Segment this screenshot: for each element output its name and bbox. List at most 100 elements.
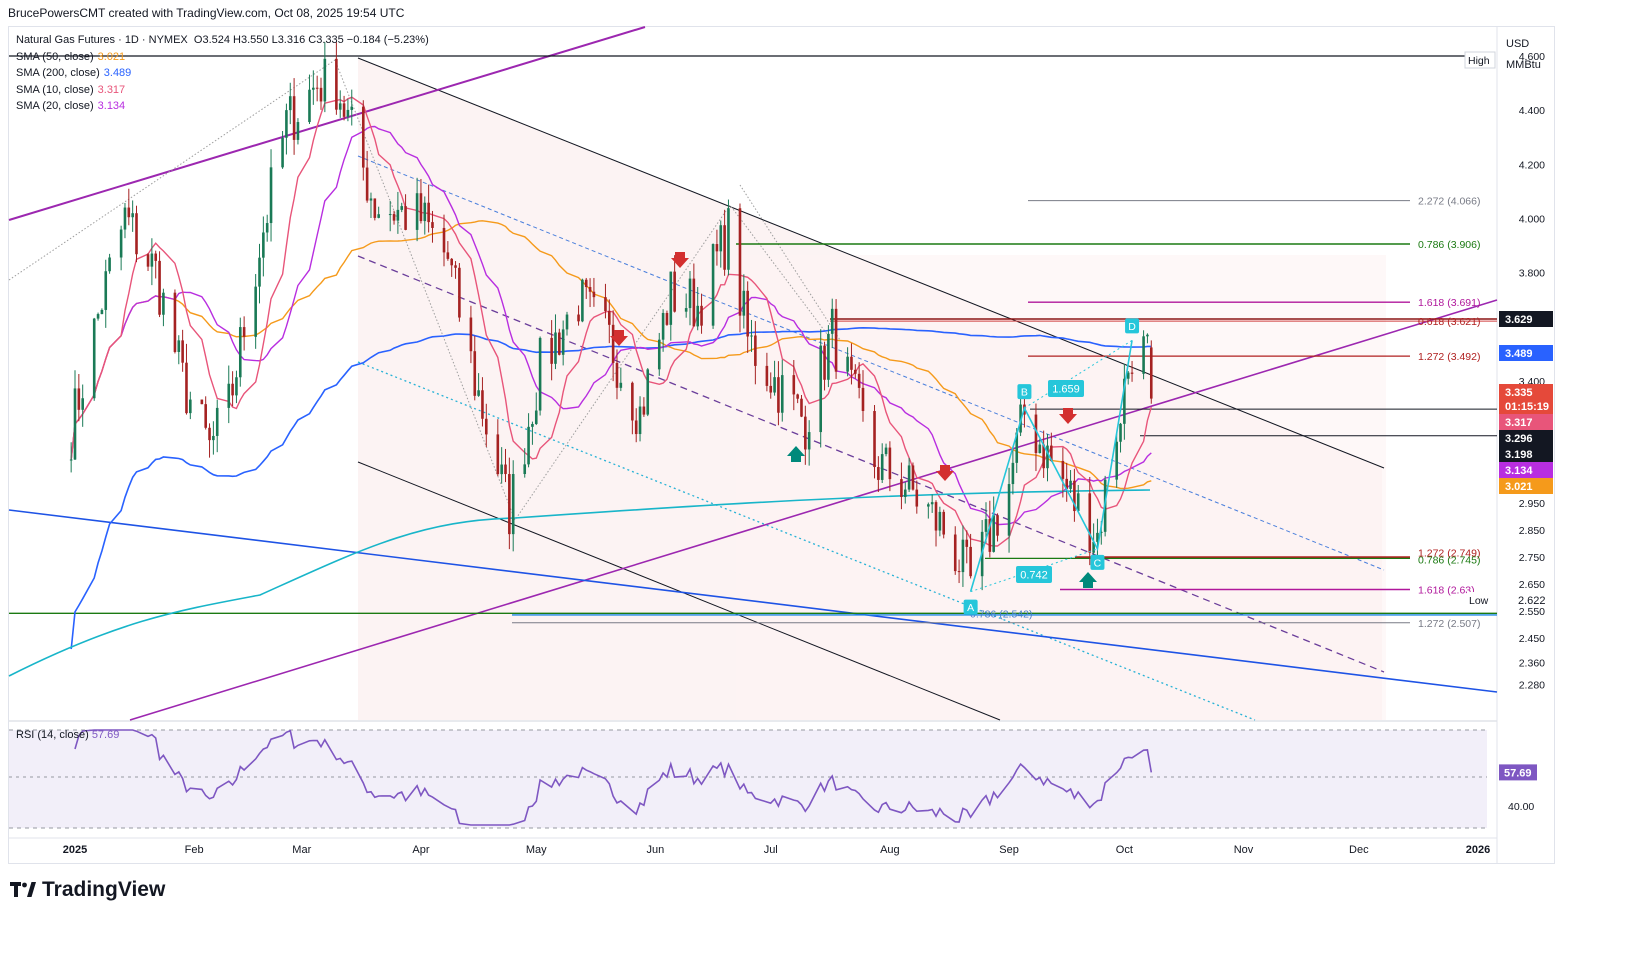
candle-body	[584, 279, 588, 288]
fib-leg-dotted	[8, 59, 831, 522]
legend-sma-200[interactable]: SMA (200, close) 3.489	[16, 67, 132, 79]
low-value-badge	[1499, 592, 1553, 608]
candle-body	[338, 103, 342, 110]
price-tick-label: 2.650	[1519, 579, 1545, 591]
channel-lower-dotted	[357, 361, 1256, 721]
candle-body	[830, 308, 834, 334]
candle-body	[1130, 372, 1134, 374]
candle-body	[550, 337, 553, 364]
candle-body	[723, 225, 726, 270]
fib-leg-dotted	[739, 184, 841, 341]
candle-body	[388, 214, 392, 216]
candle-body	[235, 377, 238, 396]
anchored-vwap-line	[8, 489, 1151, 677]
sma-50-line	[70, 220, 1152, 490]
time-tick-label: Apr	[412, 844, 429, 856]
candle-body	[342, 103, 346, 117]
candle-body	[350, 106, 354, 110]
candle-body	[930, 502, 934, 505]
price-axis-badge-text: 3.134	[1505, 465, 1533, 477]
candle-body	[181, 340, 184, 363]
chart-attribution: BrucePowersCMT created with TradingView.…	[8, 6, 405, 20]
candle-body	[365, 167, 369, 201]
candle-body	[177, 340, 181, 352]
price-tick-label: 2.280	[1519, 679, 1545, 691]
price-axis-badge	[1499, 384, 1553, 400]
candle-body	[431, 222, 434, 228]
candle-body	[684, 308, 688, 312]
price-units[interactable]: USD MMBtu	[1506, 34, 1541, 76]
legend-sma-50[interactable]: SMA (50, close) 3.021	[16, 50, 126, 63]
candle-body	[588, 287, 592, 292]
legend-sma-20[interactable]: SMA (20, close) 3.134	[16, 100, 126, 112]
price-axis-badge	[1499, 414, 1553, 430]
ohlc-readout: O3.524 H3.550 L3.316 C3.335 −0.184 (−5.2…	[193, 34, 429, 46]
channel-median	[357, 255, 1385, 673]
fib-label: 1.618 (3.691)	[1418, 297, 1480, 309]
sma-10-line	[70, 96, 1152, 547]
candle-body	[819, 345, 823, 433]
candle-body	[765, 365, 769, 386]
candle-body	[500, 464, 503, 475]
rsi-tick-label: 40.00	[1508, 801, 1534, 813]
candle-body	[419, 193, 423, 222]
candle-body	[611, 324, 615, 363]
candle-body	[711, 244, 715, 326]
candle-body	[877, 467, 880, 480]
ratio-badge	[1048, 380, 1084, 397]
price-tick-label: 2.750	[1519, 552, 1545, 564]
candle-body	[823, 345, 826, 380]
candle-body	[204, 404, 207, 428]
price-axis-badge	[1499, 311, 1553, 327]
time-tick-label: May	[526, 844, 547, 856]
candle-body	[604, 297, 607, 312]
rsi-band	[9, 730, 1487, 828]
candle-body	[1007, 484, 1011, 536]
candle-body	[231, 383, 234, 396]
fib-label: 2.272 (4.066)	[1418, 196, 1480, 208]
rsi-legend[interactable]: RSI (14, close) 57.69	[16, 729, 120, 741]
candle-body	[769, 385, 773, 393]
candle-body	[227, 383, 231, 408]
harmonic-bd-dotted	[1024, 339, 1133, 409]
candle-body	[969, 546, 972, 577]
sell-signal-arrow-icon	[610, 330, 628, 346]
candle-body	[1076, 493, 1080, 512]
candle-body	[469, 317, 473, 352]
candle-body	[638, 406, 642, 435]
candle-body	[631, 382, 634, 421]
candle-body	[392, 214, 396, 221]
harmonic-point-label: A	[967, 602, 974, 614]
harmonic-point-label: C	[1094, 557, 1102, 569]
candle-body	[988, 519, 992, 552]
candle-body	[792, 375, 796, 395]
candle-body	[404, 206, 407, 230]
candle-body	[1149, 347, 1153, 399]
candle-body	[880, 454, 884, 480]
rising-purple-trendline	[129, 299, 1498, 721]
high-tag-text: High	[1468, 55, 1490, 67]
candle-body	[907, 465, 911, 490]
candle-body	[150, 253, 154, 267]
legend-sma-10[interactable]: SMA (10, close) 3.317	[16, 83, 126, 96]
sma-200-line	[70, 326, 1152, 650]
price-axis-badge	[1499, 430, 1553, 446]
candle-body	[369, 198, 373, 201]
candle-body	[415, 193, 419, 230]
price-axis-badge-text: 3.296	[1505, 433, 1533, 445]
symbol-title[interactable]: Natural Gas Futures · 1D · NYMEX	[16, 34, 188, 46]
candle-body	[208, 427, 211, 441]
candle-body	[527, 426, 530, 465]
price-axis-badge-text: 3.317	[1505, 417, 1533, 429]
channel-mid-dashed	[357, 155, 1385, 571]
candle-body	[96, 314, 100, 319]
tradingview-logo[interactable]: TradingView	[10, 878, 165, 902]
candle-body	[450, 258, 453, 266]
unit-label: MMBtu	[1506, 59, 1541, 71]
price-axis-badge-text: 3.489	[1505, 348, 1533, 360]
candle-body	[884, 447, 888, 455]
candle-body	[554, 332, 557, 364]
harmonic-pattern-line	[969, 340, 1133, 592]
fib-label: 0.786 (2.745)	[1418, 554, 1480, 566]
